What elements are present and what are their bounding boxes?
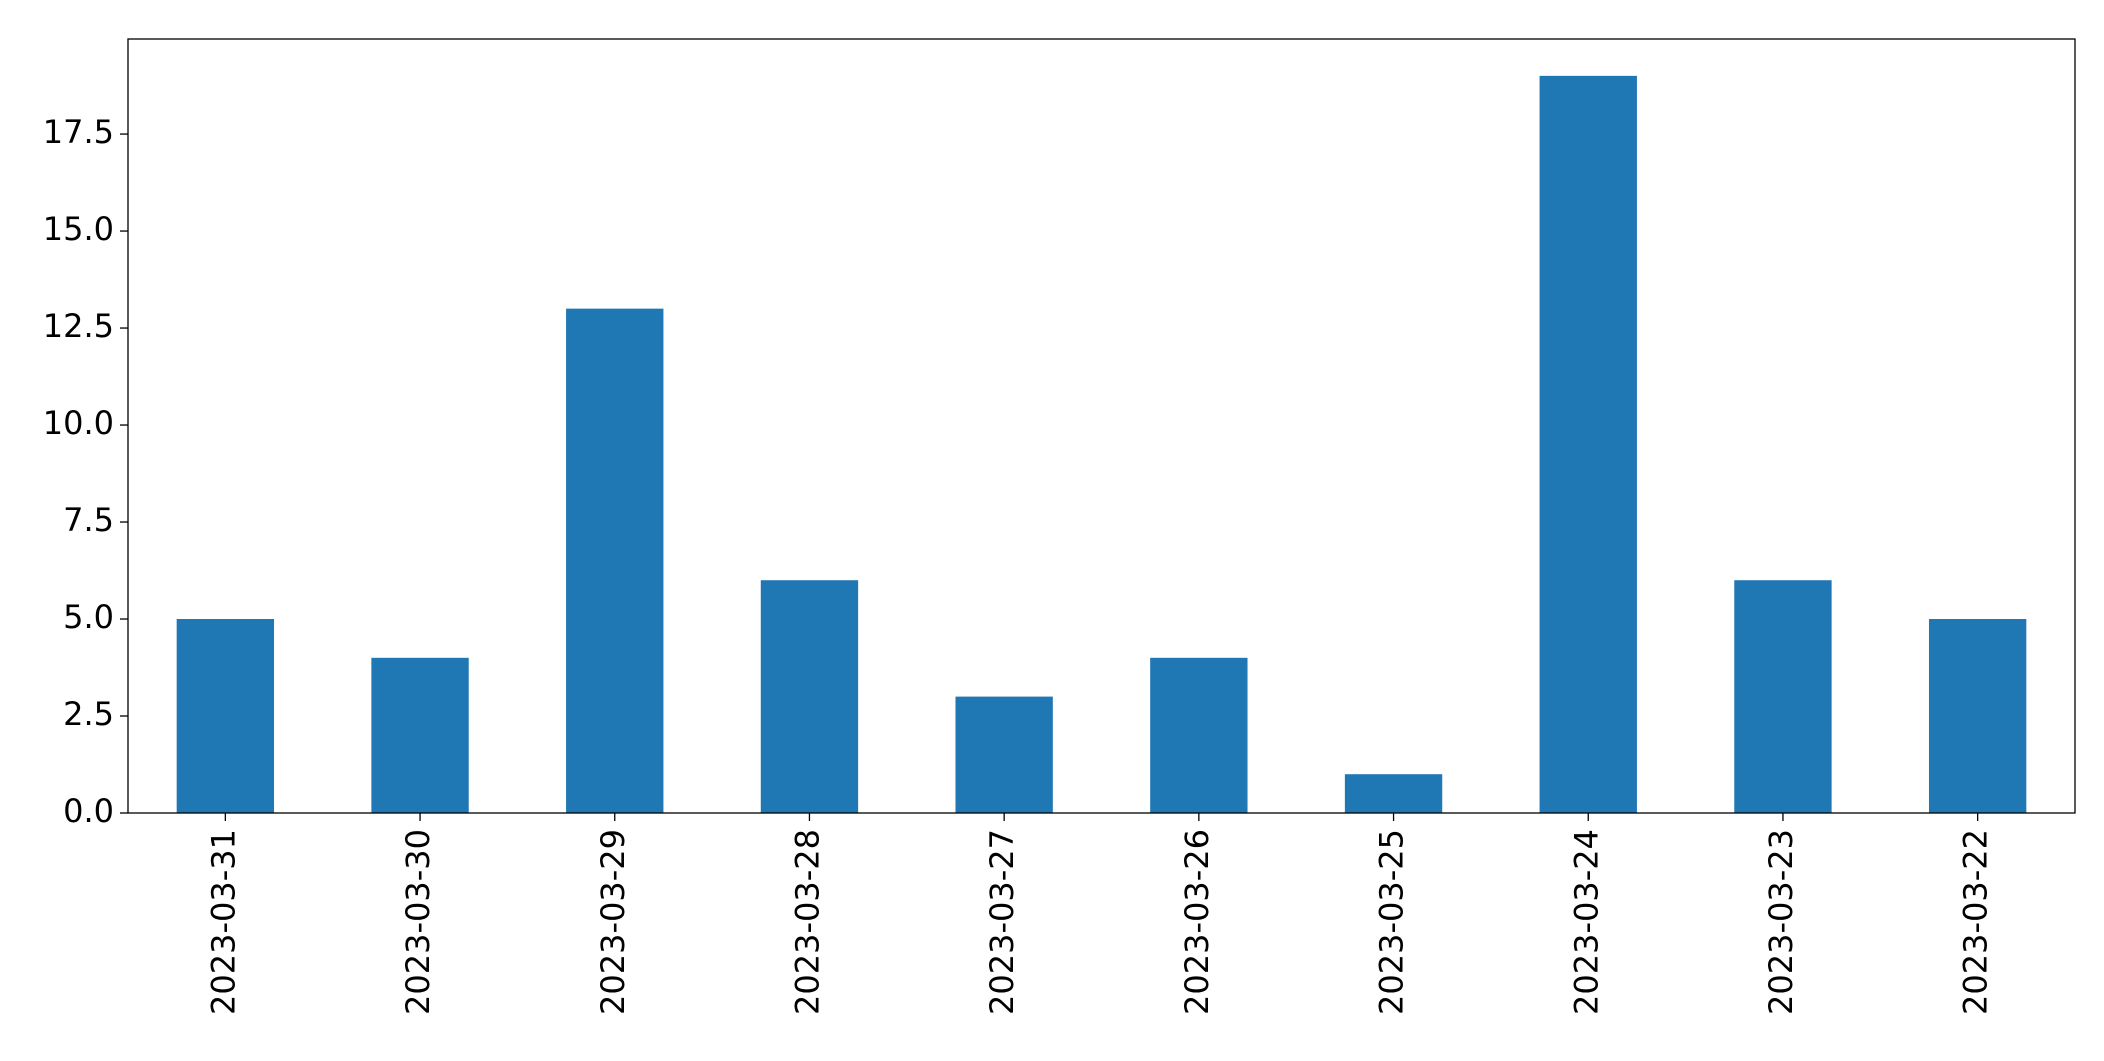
y-tick-label: 0.0 <box>63 792 114 830</box>
y-tick-label: 10.0 <box>43 404 114 442</box>
x-tick-label: 2023-03-28 <box>788 829 826 1015</box>
y-tick-label: 17.5 <box>43 113 114 151</box>
y-tick-label: 5.0 <box>63 598 114 636</box>
bar <box>1150 657 1248 813</box>
bar <box>955 696 1053 813</box>
bar <box>1734 580 1832 813</box>
x-tick-label: 2023-03-22 <box>1957 829 1995 1015</box>
x-tick-label: 2023-03-25 <box>1373 829 1411 1015</box>
x-tick-label: 2023-03-23 <box>1762 829 1800 1015</box>
x-tick-label: 2023-03-31 <box>204 829 242 1015</box>
bar <box>371 657 469 813</box>
x-tick-label: 2023-03-27 <box>983 829 1021 1015</box>
x-tick-label: 2023-03-30 <box>399 829 437 1015</box>
bar <box>760 580 859 813</box>
x-tick-label: 2023-03-26 <box>1178 829 1216 1015</box>
y-tick-label: 12.5 <box>43 307 114 345</box>
y-tick-label: 15.0 <box>43 210 114 248</box>
bar <box>1539 75 1637 814</box>
x-tick-label: 2023-03-29 <box>594 829 632 1015</box>
plot-frame <box>127 38 2076 814</box>
x-tick-label: 2023-03-24 <box>1567 829 1605 1015</box>
bar <box>566 308 664 813</box>
bar <box>1928 619 2027 813</box>
bar <box>176 619 275 813</box>
y-tick-label: 7.5 <box>63 501 114 539</box>
y-tick-label: 2.5 <box>63 695 114 733</box>
bar <box>1344 774 1443 813</box>
